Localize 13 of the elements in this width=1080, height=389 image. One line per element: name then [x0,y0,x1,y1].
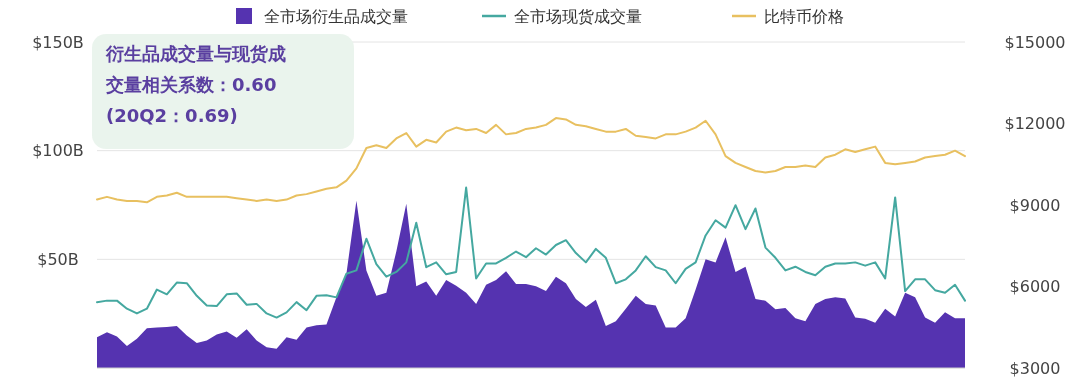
y-tick-label: $100B [32,141,84,161]
y2-tick-label: $12000 [1004,114,1066,134]
y2-tick-label: $9000 [1009,195,1061,215]
legend-label: 比特币价格 [764,6,844,26]
legend-label: 全市场现货成交量 [514,6,642,26]
y2-tick-label: $15000 [1004,32,1066,52]
annotation: 衍生品成交量与现货成交量相关系数：0.60 (20Q2：0.69) [105,43,286,126]
line-series [96,186,966,319]
y2-tick-label: $6000 [1009,277,1061,297]
y-tick-label: $50B [37,249,79,269]
legend-label: 全市场衍生品成交量 [264,6,408,26]
y2-tick-label: $3000 [1009,358,1061,378]
y-tick-label: $150B [32,32,84,52]
